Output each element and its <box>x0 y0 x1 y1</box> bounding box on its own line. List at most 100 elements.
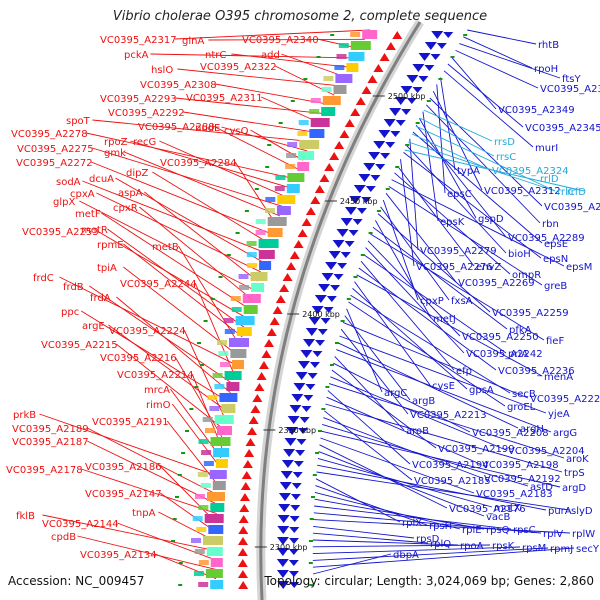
left-strand-arrow <box>355 97 366 105</box>
left-strand-arrow <box>339 130 350 138</box>
right-gene-label: argH <box>520 424 544 435</box>
left-feature-block <box>214 415 234 424</box>
left-strand-arrow <box>297 229 308 237</box>
right-strand-arrow <box>277 515 290 523</box>
right-leader-line <box>415 124 507 238</box>
right-leader-line <box>314 491 461 530</box>
right-strand-arrow <box>352 219 363 225</box>
left-gene-label: gmk <box>104 148 126 159</box>
left-feature-block <box>203 461 214 466</box>
right-gene-label: rpsH <box>429 521 452 532</box>
marker-dot <box>178 562 183 564</box>
marker-dot <box>335 342 339 344</box>
marker-dot <box>218 276 223 278</box>
left-gene-label: aspA <box>118 188 143 199</box>
rrna-leader-line <box>408 141 556 192</box>
left-gene-label: rpoZ <box>104 137 128 148</box>
left-feature-block <box>215 459 228 468</box>
left-strand-arrow <box>293 240 304 248</box>
left-strand-arrow <box>237 548 248 556</box>
right-strand-arrow <box>293 461 304 467</box>
right-gene-label: argB <box>412 396 435 407</box>
right-gene-label: VC0395_A2208 <box>472 428 549 439</box>
right-strand-arrow <box>340 252 351 258</box>
left-leader-line <box>234 161 277 226</box>
left-feature-block <box>297 162 310 171</box>
right-strand-arrow <box>277 581 290 589</box>
right-gene-label: efp <box>456 366 472 377</box>
marker-dot <box>308 562 313 564</box>
right-strand-arrow <box>312 351 323 357</box>
right-strand-arrow <box>375 164 386 170</box>
marker-dot <box>376 210 381 212</box>
left-gene-label: VC0395_A2293 <box>100 94 177 105</box>
left-feature-block <box>258 250 275 259</box>
marker-dot <box>185 430 189 432</box>
left-feature-block <box>232 360 244 369</box>
left-gene-label: frdB <box>63 282 84 293</box>
chromosome-backbone <box>259 21 422 600</box>
left-feature-block <box>212 481 226 490</box>
marker-dot <box>189 408 194 410</box>
right-leader-line <box>336 349 552 433</box>
right-gene-label: VC0395_A2279 <box>420 246 497 257</box>
right-strand-arrow <box>276 537 289 545</box>
right-gene-label: trpS <box>564 468 585 479</box>
right-leader-line <box>344 315 411 401</box>
left-feature-block <box>267 228 283 237</box>
left-feature-block <box>231 307 242 312</box>
left-feature-block <box>277 195 296 204</box>
left-leader-line <box>124 151 281 217</box>
left-feature-block <box>198 582 209 587</box>
tick-label: 2450 kbp <box>340 197 378 206</box>
left-gene-label: fklB <box>16 511 35 522</box>
right-strand-arrow <box>289 582 300 588</box>
left-gene-label: VC0395_A2214 <box>117 370 194 381</box>
left-strand-arrow <box>392 31 403 39</box>
left-gene-label: ntrC <box>205 50 226 61</box>
left-feature-block <box>214 384 225 389</box>
right-gene-label: rplE <box>462 525 482 536</box>
left-feature-block <box>210 558 223 567</box>
right-gene-label: argC <box>384 388 407 399</box>
left-leader-line <box>194 282 235 375</box>
left-gene-label: VC0395_A2322 <box>200 62 277 73</box>
left-gene-label: VC0395_A2244 <box>120 279 197 290</box>
topology-stats: Topology: circular; Length: 3,024,069 bp… <box>264 574 594 588</box>
marker-dot <box>415 122 420 124</box>
right-leader-line <box>315 485 428 526</box>
left-strand-arrow <box>242 460 253 468</box>
right-leader-line <box>331 369 437 449</box>
left-feature-block <box>204 514 224 523</box>
right-leader-line <box>328 383 565 459</box>
left-strand-arrow <box>261 350 272 358</box>
right-gene-label: rplQ <box>430 539 451 550</box>
left-feature-block <box>226 382 240 391</box>
right-strand-arrow <box>412 87 423 93</box>
left-feature-block <box>350 41 371 50</box>
left-feature-block <box>235 316 255 325</box>
right-gene-label: rplV <box>543 529 563 540</box>
left-leader-line <box>159 465 217 524</box>
marker-dot <box>290 100 295 102</box>
left-gene-label: frdC <box>33 273 54 284</box>
left-feature-block <box>221 404 236 413</box>
left-strand-arrow <box>344 119 355 127</box>
right-gene-label: rpsQ <box>486 525 510 536</box>
right-strand-arrow <box>406 75 419 83</box>
left-feature-block <box>205 428 215 433</box>
left-feature-block <box>207 395 218 400</box>
left-leader-line <box>231 53 350 68</box>
left-feature-block <box>338 43 349 48</box>
right-strand-arrow <box>340 218 353 226</box>
left-gene-label: mrcA <box>144 385 170 396</box>
left-strand-arrow <box>264 339 275 347</box>
right-gene-label: vacB <box>486 512 511 523</box>
left-leader-line <box>177 68 340 87</box>
left-gene-label: VC0395_A2292 <box>108 108 185 119</box>
right-strand-arrow <box>385 142 396 148</box>
marker-dot <box>175 496 179 498</box>
left-feature-block <box>309 109 320 114</box>
right-leader-line <box>352 288 468 390</box>
